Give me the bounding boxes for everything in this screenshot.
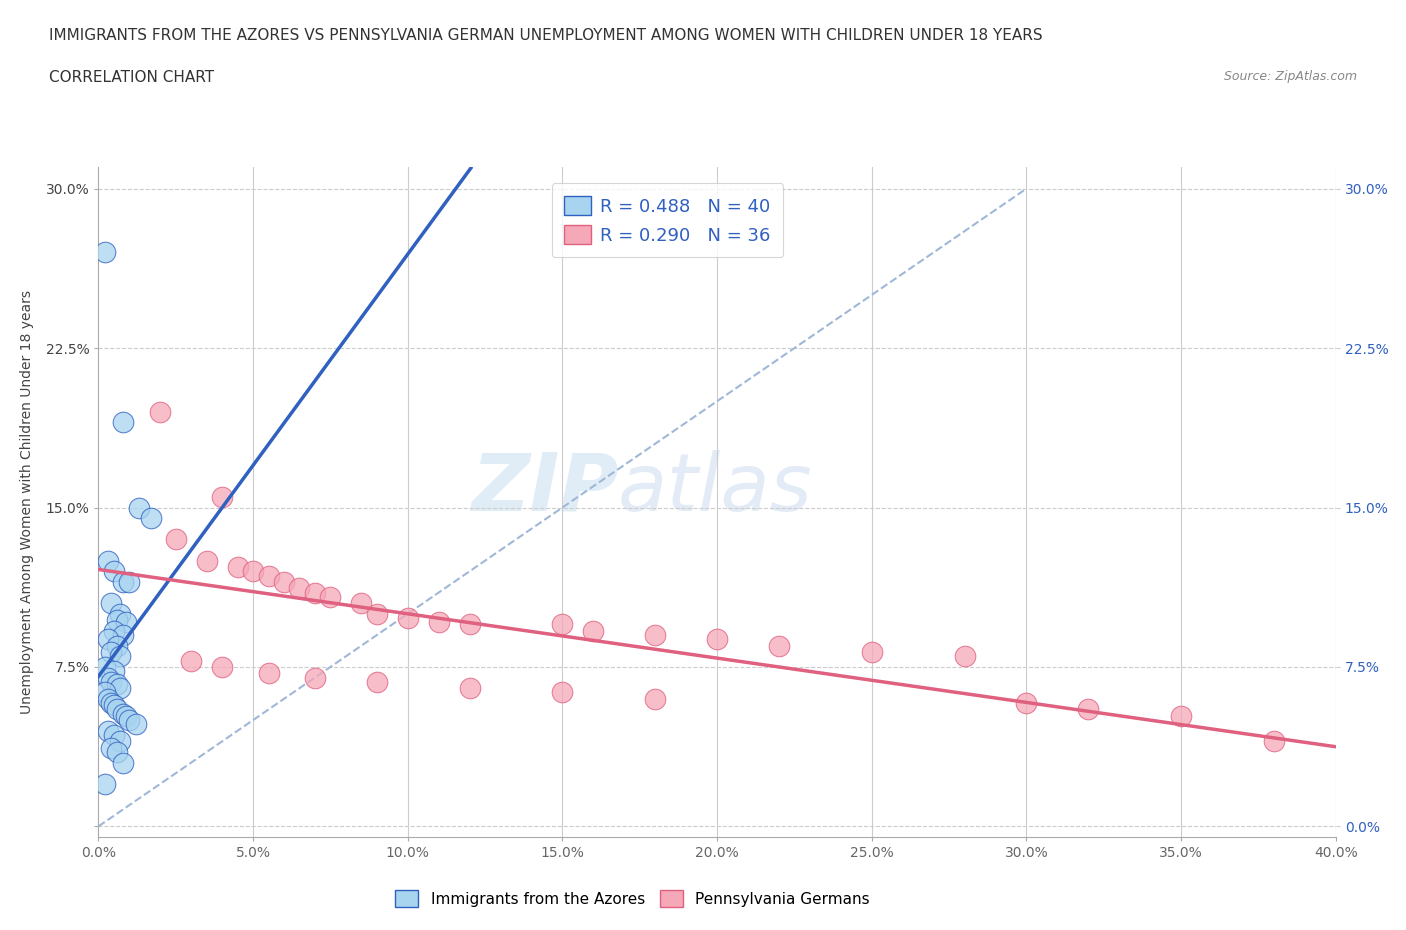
Point [93,685,115,700]
Point [128,500,150,515]
Point [366,674,388,689]
Legend: Immigrants from the Azores, Pennsylvania Germans: Immigrants from the Azores, Pennsylvania… [389,884,876,913]
Point [105,745,128,760]
Point [1015,696,1038,711]
Text: atlas: atlas [619,450,813,528]
Point [551,685,574,700]
Y-axis label: Unemployment Among Women with Children Under 18 years: Unemployment Among Women with Children U… [21,290,34,714]
Point [304,671,326,685]
Point [551,617,574,631]
Point [149,405,172,419]
Point [97,724,120,738]
Point [366,606,388,621]
Point [165,532,187,547]
Point [115,615,138,630]
Point [103,698,125,712]
Point [180,653,202,668]
Point [97,691,120,706]
Point [458,681,481,696]
Point [273,575,295,590]
Point [108,734,131,749]
Legend: R = 0.488   N = 40, R = 0.290   N = 36: R = 0.488 N = 40, R = 0.290 N = 36 [551,183,783,258]
Point [97,553,120,568]
Point [112,415,135,430]
Point [108,606,131,621]
Point [768,638,790,653]
Point [100,596,122,611]
Point [97,671,120,685]
Point [427,615,450,630]
Point [100,674,122,689]
Text: IMMIGRANTS FROM THE AZORES VS PENNSYLVANIA GERMAN UNEMPLOYMENT AMONG WOMEN WITH : IMMIGRANTS FROM THE AZORES VS PENNSYLVAN… [49,28,1043,43]
Point [112,706,135,721]
Point [396,611,419,626]
Point [118,712,141,727]
Point [97,631,120,646]
Point [105,676,128,691]
Point [644,691,666,706]
Point [1170,709,1192,724]
Point [644,628,666,643]
Point [115,709,138,724]
Point [226,560,249,575]
Point [458,617,481,631]
Point [953,649,976,664]
Point [93,659,115,674]
Point [288,581,311,596]
Point [103,623,125,638]
Point [242,564,264,578]
Point [105,638,128,653]
Point [118,575,141,590]
Point [257,666,280,681]
Text: CORRELATION CHART: CORRELATION CHART [49,70,214,85]
Point [139,511,162,525]
Point [319,590,342,604]
Point [706,631,728,646]
Point [108,681,131,696]
Point [582,623,605,638]
Point [100,696,122,711]
Point [1077,702,1099,717]
Point [257,568,280,583]
Point [112,628,135,643]
Point [211,659,233,674]
Text: Source: ZipAtlas.com: Source: ZipAtlas.com [1223,70,1357,83]
Point [124,717,146,732]
Point [1263,734,1285,749]
Point [350,596,373,611]
Point [112,575,135,590]
Point [93,777,115,791]
Point [860,644,883,659]
Text: ZIP: ZIP [471,450,619,528]
Point [195,553,218,568]
Point [108,649,131,664]
Point [100,740,122,755]
Point [105,613,128,628]
Point [93,245,115,259]
Point [304,585,326,600]
Point [112,755,135,770]
Point [100,644,122,659]
Point [105,702,128,717]
Point [103,727,125,742]
Point [211,489,233,504]
Point [103,564,125,578]
Point [103,664,125,679]
